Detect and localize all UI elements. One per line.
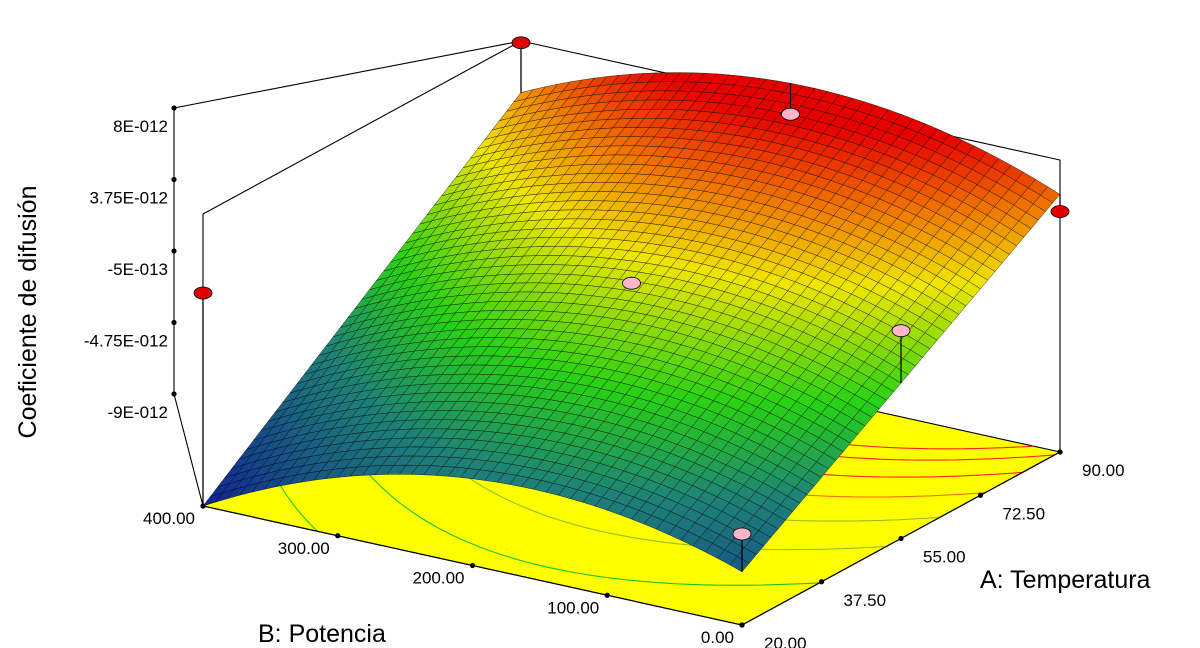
design-point bbox=[732, 527, 752, 541]
design-points bbox=[193, 36, 1070, 572]
x-tick-label: 90.00 bbox=[1082, 461, 1125, 480]
x-tick-label: 55.00 bbox=[923, 548, 966, 567]
y-tick bbox=[604, 592, 610, 598]
x-tick-label: 20.00 bbox=[764, 634, 807, 648]
axis-ticks: -9E-012 -4.75E-012 -5E-013 3.75E-012 8E-012 2… bbox=[84, 105, 1125, 648]
y-tick-label: 100.00 bbox=[547, 598, 599, 617]
design-point bbox=[891, 324, 911, 338]
y-tick bbox=[335, 533, 341, 539]
y-tick bbox=[739, 622, 745, 628]
z-tick bbox=[171, 105, 177, 111]
x-tick-label: 37.50 bbox=[844, 591, 887, 610]
y-tick bbox=[469, 562, 476, 569]
frame-edge-3 bbox=[202, 40, 522, 215]
x-tick bbox=[1057, 449, 1063, 455]
z-tick-label: -9E-012 bbox=[108, 403, 168, 422]
z-tick bbox=[171, 248, 177, 254]
design-point bbox=[1050, 205, 1070, 218]
x-tick bbox=[898, 535, 904, 542]
z-tick bbox=[171, 176, 177, 183]
y-tick-label: 300.00 bbox=[278, 539, 330, 558]
design-point bbox=[781, 107, 800, 121]
x-tick-label: 72.50 bbox=[1003, 504, 1046, 523]
z-tick bbox=[171, 391, 177, 397]
design-point bbox=[193, 286, 213, 300]
y-axis-title: B: Potencia bbox=[258, 620, 386, 648]
y-tick-label: 200.00 bbox=[413, 569, 465, 588]
response-surface bbox=[202, 72, 1061, 573]
y-tick bbox=[200, 503, 206, 509]
x-tick bbox=[977, 492, 984, 498]
x-axis-title: A: Temperatura bbox=[980, 566, 1151, 594]
frame-left-link bbox=[173, 393, 204, 507]
z-tick-label: 3.75E-012 bbox=[90, 189, 168, 208]
surface-cell bbox=[729, 555, 750, 573]
frame-top-edge bbox=[173, 40, 522, 109]
z-tick-label: -4.75E-012 bbox=[84, 332, 168, 351]
x-tick bbox=[818, 579, 825, 585]
z-tick bbox=[171, 319, 177, 326]
design-point bbox=[622, 276, 641, 290]
y-tick-label: 400.00 bbox=[143, 509, 195, 528]
y-tick-label: 0.00 bbox=[701, 628, 734, 647]
z-tick-label: -5E-013 bbox=[108, 260, 168, 279]
design-point bbox=[511, 36, 531, 50]
z-axis-title: Coeficiente de difusión bbox=[14, 186, 42, 439]
z-tick-label: 8E-012 bbox=[113, 117, 168, 136]
